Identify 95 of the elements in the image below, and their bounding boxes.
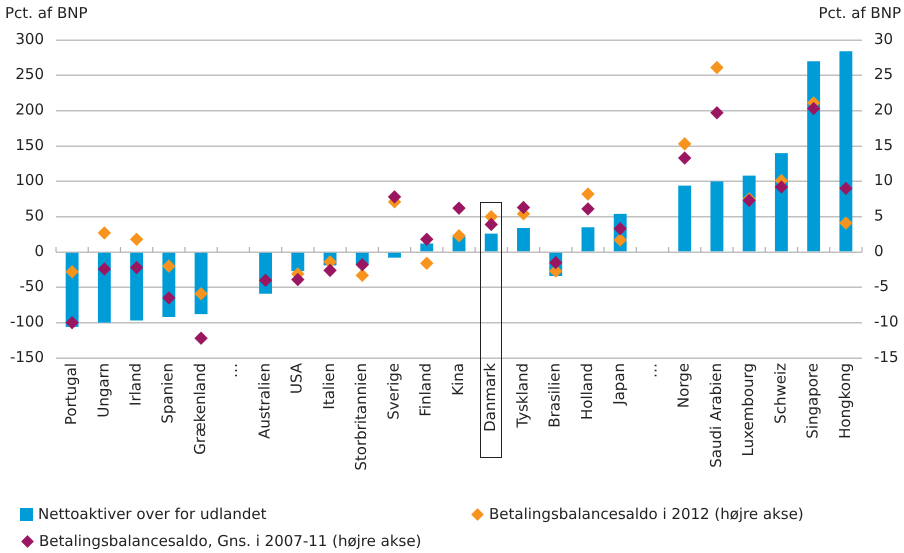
x-tick-label: … [642, 363, 660, 378]
x-tick-label: Luxembourg [739, 363, 758, 456]
x-tick-label: Singapore [804, 363, 822, 439]
point [678, 151, 692, 165]
x-tick-label: Irland [126, 363, 144, 406]
bar [388, 252, 401, 258]
point [452, 229, 466, 242]
point [549, 256, 562, 270]
x-tick-label: Storbritannien [352, 363, 370, 471]
x-tick-label: Japan [610, 363, 628, 406]
y2-tick-label: 0 [874, 242, 884, 260]
y2-axis-title: Pct. af BNP [818, 4, 901, 22]
x-tick-label: Holland [578, 363, 596, 420]
point [774, 180, 788, 194]
x-tick-label: Saudi Arabien [706, 363, 725, 468]
y2-tick-label: 15 [874, 136, 894, 154]
x-tick-label: Norge [674, 363, 693, 408]
point [194, 332, 208, 345]
y-tick-label: -150 [10, 348, 44, 366]
x-tick-label: Australien [255, 363, 274, 439]
y2-tick-label: -15 [874, 348, 898, 366]
bar [582, 227, 594, 252]
point [194, 286, 208, 300]
point [258, 274, 272, 287]
y-axis-title: Pct. af BNP [5, 4, 88, 22]
y-tick-label: 50 [24, 206, 44, 225]
bar [98, 252, 111, 323]
point [65, 265, 79, 278]
x-tick-label: Finland [416, 363, 435, 417]
point [162, 291, 176, 305]
x-tick-label: Kina [448, 363, 467, 396]
point [291, 272, 304, 286]
x-tick-label: Hongkong [836, 363, 854, 439]
x-tick-label: Ungarn [94, 363, 112, 418]
y2-tick-label: 20 [874, 100, 894, 119]
x-tick-label: Spanien [158, 363, 177, 424]
y2-tick-label: 25 [874, 65, 894, 84]
y-tick-label: 200 [15, 100, 44, 119]
point [581, 187, 595, 201]
point [710, 106, 724, 120]
x-tick-label: Brasilien [546, 363, 564, 428]
point [806, 102, 820, 116]
bar [807, 61, 820, 252]
point [581, 202, 595, 216]
y-tick-label: 300 [15, 30, 44, 48]
point [388, 190, 402, 204]
point [420, 256, 434, 270]
y2-tick-label: -5 [874, 277, 889, 296]
y-tick-label: 150 [15, 136, 44, 154]
x-tick-label: Grækenland [190, 363, 209, 455]
x-tick-label: Italien [320, 363, 338, 410]
legend-label: Betalingsbalancesaldo, Gns. i 2007-11 (højre akse) [39, 532, 422, 550]
x-tick-label: USA [288, 362, 306, 394]
point [323, 264, 337, 278]
point [98, 262, 112, 276]
point [65, 316, 79, 330]
y-tick-label: -100 [10, 312, 44, 331]
x-tick-label: Sverige [384, 363, 402, 420]
y-tick-label: 250 [15, 65, 44, 84]
point [98, 226, 112, 240]
bar [678, 186, 692, 252]
x-tick-label: Danmark [481, 362, 500, 432]
bar [710, 181, 724, 252]
point [484, 218, 498, 232]
point [678, 137, 692, 151]
bar [484, 234, 498, 252]
y-tick-label: 0 [34, 242, 44, 260]
point [356, 268, 369, 282]
y2-tick-label: 5 [874, 206, 884, 225]
y-tick-label: 100 [15, 171, 44, 190]
x-tick-label: Tyskland [513, 363, 532, 429]
bar [839, 51, 852, 252]
point [162, 259, 176, 273]
legend-label: Betalingsbalancesaldo i 2012 (højre akse) [489, 505, 804, 523]
point [130, 260, 144, 274]
point [614, 222, 627, 236]
y2-tick-label: -10 [874, 312, 898, 331]
x-tick-label: Portugal [62, 363, 80, 426]
point [839, 216, 853, 230]
legend-label: Nettoaktiver over for udlandet [38, 505, 266, 523]
point [614, 233, 627, 247]
y-tick-label: -50 [20, 277, 44, 296]
x-tick-label: Schweiz [771, 362, 790, 424]
point [356, 258, 369, 272]
point [130, 232, 144, 246]
y2-tick-label: 30 [874, 30, 894, 48]
y2-tick-label: 10 [874, 171, 894, 190]
bar [517, 228, 530, 252]
bar [420, 244, 434, 252]
point [420, 232, 434, 246]
point [710, 60, 724, 74]
point [452, 201, 466, 215]
point [839, 182, 853, 196]
point [516, 200, 530, 214]
x-tick-label: … [223, 363, 242, 378]
